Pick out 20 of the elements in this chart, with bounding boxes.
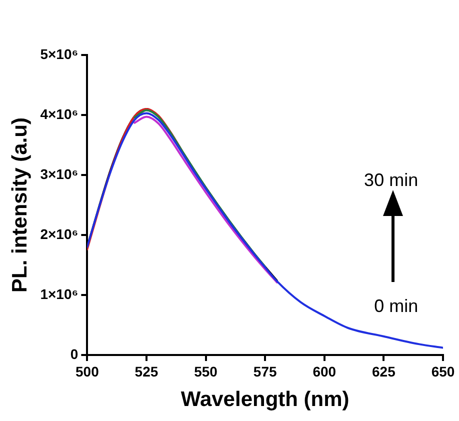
y-axis-title: PL. intensity (a.u) [8, 117, 32, 293]
x-tick-label: 575 [253, 363, 277, 380]
annotation: 0 min [374, 296, 418, 316]
line-series [134, 116, 278, 284]
line-series [134, 109, 266, 268]
y-tick-label: 5×10⁶ [40, 46, 78, 62]
line-series [87, 112, 443, 349]
x-axis-title: Wavelength (nm) [180, 388, 350, 412]
y-tick-label: 0 [70, 346, 78, 362]
x-tick-label: 600 [312, 363, 336, 380]
y-tick-label: 4×10⁶ [40, 106, 78, 122]
y-tick-label: 2×10⁶ [40, 226, 78, 242]
x-tick-label: 525 [134, 363, 158, 380]
y-tick-label: 3×10⁶ [40, 166, 78, 182]
y-tick-label: 1×10⁶ [40, 286, 78, 302]
annotation: 30 min [364, 170, 418, 190]
x-tick-label: 625 [372, 363, 396, 380]
x-tick-label: 500 [76, 363, 100, 380]
x-tick-label: 650 [431, 363, 455, 380]
x-tick-label: 550 [194, 363, 218, 380]
